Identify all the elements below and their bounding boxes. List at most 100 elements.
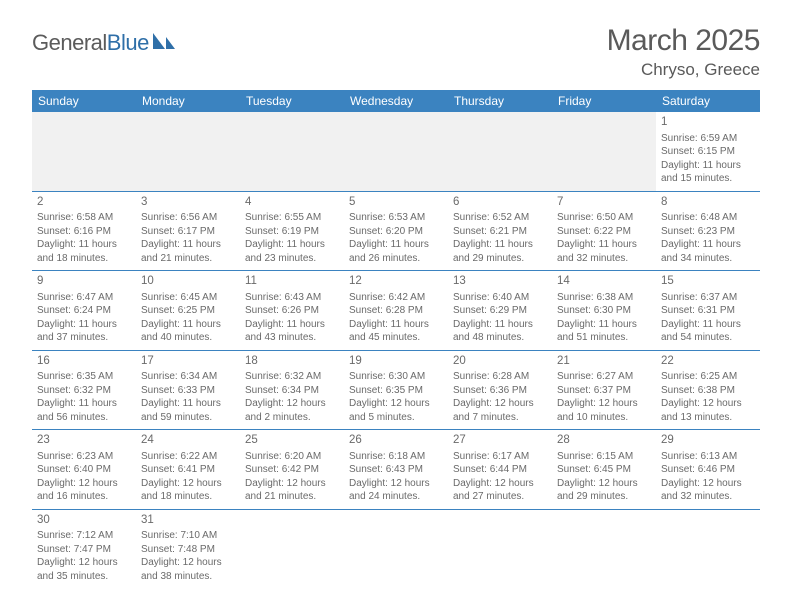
calendar-cell: 31Sunrise: 7:10 AMSunset: 7:48 PMDayligh…	[136, 509, 240, 588]
day-number: 11	[245, 274, 339, 290]
sunset-line: Sunset: 6:32 PM	[37, 384, 131, 398]
sunset-line: Sunset: 6:34 PM	[245, 384, 339, 398]
sunset-line: Sunset: 6:30 PM	[557, 304, 651, 318]
calendar-cell: 21Sunrise: 6:27 AMSunset: 6:37 PMDayligh…	[552, 350, 656, 430]
day-header: Monday	[136, 90, 240, 112]
calendar-cell	[448, 112, 552, 191]
calendar-cell: 18Sunrise: 6:32 AMSunset: 6:34 PMDayligh…	[240, 350, 344, 430]
calendar-cell: 2Sunrise: 6:58 AMSunset: 6:16 PMDaylight…	[32, 191, 136, 271]
sunrise-line: Sunrise: 6:30 AM	[349, 370, 443, 384]
day-header: Saturday	[656, 90, 760, 112]
daylight-line: Daylight: 12 hours and 29 minutes.	[557, 477, 651, 504]
calendar-row: 1Sunrise: 6:59 AMSunset: 6:15 PMDaylight…	[32, 112, 760, 191]
daylight-line: Daylight: 11 hours and 32 minutes.	[557, 238, 651, 265]
day-number: 20	[453, 354, 547, 370]
calendar-cell: 13Sunrise: 6:40 AMSunset: 6:29 PMDayligh…	[448, 271, 552, 351]
sunset-line: Sunset: 6:25 PM	[141, 304, 235, 318]
calendar-cell	[240, 509, 344, 588]
logo-text: GeneralBlue	[32, 30, 149, 56]
day-header: Thursday	[448, 90, 552, 112]
calendar-cell: 15Sunrise: 6:37 AMSunset: 6:31 PMDayligh…	[656, 271, 760, 351]
day-number: 27	[453, 433, 547, 449]
daylight-line: Daylight: 12 hours and 35 minutes.	[37, 556, 131, 583]
day-number: 29	[661, 433, 755, 449]
sunrise-line: Sunrise: 6:23 AM	[37, 450, 131, 464]
day-number: 16	[37, 354, 131, 370]
calendar-cell: 3Sunrise: 6:56 AMSunset: 6:17 PMDaylight…	[136, 191, 240, 271]
day-number: 25	[245, 433, 339, 449]
sunset-line: Sunset: 6:33 PM	[141, 384, 235, 398]
sunset-line: Sunset: 6:45 PM	[557, 463, 651, 477]
sunrise-line: Sunrise: 6:34 AM	[141, 370, 235, 384]
sunrise-line: Sunrise: 6:40 AM	[453, 291, 547, 305]
calendar-cell: 20Sunrise: 6:28 AMSunset: 6:36 PMDayligh…	[448, 350, 552, 430]
calendar-cell	[32, 112, 136, 191]
calendar-cell: 14Sunrise: 6:38 AMSunset: 6:30 PMDayligh…	[552, 271, 656, 351]
calendar-row: 2Sunrise: 6:58 AMSunset: 6:16 PMDaylight…	[32, 191, 760, 271]
day-number: 13	[453, 274, 547, 290]
sunset-line: Sunset: 6:24 PM	[37, 304, 131, 318]
sunset-line: Sunset: 6:17 PM	[141, 225, 235, 239]
calendar-row: 30Sunrise: 7:12 AMSunset: 7:47 PMDayligh…	[32, 509, 760, 588]
calendar-cell: 30Sunrise: 7:12 AMSunset: 7:47 PMDayligh…	[32, 509, 136, 588]
day-number: 19	[349, 354, 443, 370]
sunset-line: Sunset: 6:38 PM	[661, 384, 755, 398]
daylight-line: Daylight: 12 hours and 32 minutes.	[661, 477, 755, 504]
sunset-line: Sunset: 6:44 PM	[453, 463, 547, 477]
calendar-cell	[136, 112, 240, 191]
sunset-line: Sunset: 7:47 PM	[37, 543, 131, 557]
daylight-line: Daylight: 12 hours and 27 minutes.	[453, 477, 547, 504]
day-number: 7	[557, 195, 651, 211]
sunrise-line: Sunrise: 6:35 AM	[37, 370, 131, 384]
sunrise-line: Sunrise: 6:48 AM	[661, 211, 755, 225]
calendar-cell: 11Sunrise: 6:43 AMSunset: 6:26 PMDayligh…	[240, 271, 344, 351]
daylight-line: Daylight: 11 hours and 43 minutes.	[245, 318, 339, 345]
header: GeneralBlue March 2025 Chryso, Greece	[32, 24, 760, 80]
calendar-cell: 25Sunrise: 6:20 AMSunset: 6:42 PMDayligh…	[240, 430, 344, 510]
location: Chryso, Greece	[607, 60, 760, 80]
daylight-line: Daylight: 11 hours and 54 minutes.	[661, 318, 755, 345]
sunset-line: Sunset: 6:35 PM	[349, 384, 443, 398]
sunrise-line: Sunrise: 6:38 AM	[557, 291, 651, 305]
daylight-line: Daylight: 12 hours and 38 minutes.	[141, 556, 235, 583]
sunset-line: Sunset: 6:31 PM	[661, 304, 755, 318]
daylight-line: Daylight: 11 hours and 56 minutes.	[37, 397, 131, 424]
sunset-line: Sunset: 6:36 PM	[453, 384, 547, 398]
calendar-cell: 1Sunrise: 6:59 AMSunset: 6:15 PMDaylight…	[656, 112, 760, 191]
calendar-header: SundayMondayTuesdayWednesdayThursdayFrid…	[32, 90, 760, 112]
day-number: 30	[37, 513, 131, 529]
sunrise-line: Sunrise: 6:50 AM	[557, 211, 651, 225]
sunrise-line: Sunrise: 6:37 AM	[661, 291, 755, 305]
daylight-line: Daylight: 12 hours and 21 minutes.	[245, 477, 339, 504]
day-number: 21	[557, 354, 651, 370]
calendar-cell: 27Sunrise: 6:17 AMSunset: 6:44 PMDayligh…	[448, 430, 552, 510]
calendar-cell: 17Sunrise: 6:34 AMSunset: 6:33 PMDayligh…	[136, 350, 240, 430]
calendar-cell: 22Sunrise: 6:25 AMSunset: 6:38 PMDayligh…	[656, 350, 760, 430]
day-number: 15	[661, 274, 755, 290]
sunrise-line: Sunrise: 6:52 AM	[453, 211, 547, 225]
sunrise-line: Sunrise: 6:13 AM	[661, 450, 755, 464]
sunrise-line: Sunrise: 6:28 AM	[453, 370, 547, 384]
day-number: 8	[661, 195, 755, 211]
daylight-line: Daylight: 12 hours and 5 minutes.	[349, 397, 443, 424]
sunrise-line: Sunrise: 7:12 AM	[37, 529, 131, 543]
day-number: 14	[557, 274, 651, 290]
logo: GeneralBlue	[32, 30, 177, 56]
calendar-cell	[344, 509, 448, 588]
sunset-line: Sunset: 6:16 PM	[37, 225, 131, 239]
sunrise-line: Sunrise: 6:20 AM	[245, 450, 339, 464]
calendar-cell: 9Sunrise: 6:47 AMSunset: 6:24 PMDaylight…	[32, 271, 136, 351]
logo-text-blue: Blue	[107, 30, 149, 55]
sunset-line: Sunset: 6:43 PM	[349, 463, 443, 477]
calendar-body: 1Sunrise: 6:59 AMSunset: 6:15 PMDaylight…	[32, 112, 760, 588]
logo-text-gray: General	[32, 30, 107, 55]
sunset-line: Sunset: 6:46 PM	[661, 463, 755, 477]
day-number: 12	[349, 274, 443, 290]
calendar-cell: 24Sunrise: 6:22 AMSunset: 6:41 PMDayligh…	[136, 430, 240, 510]
month-title: March 2025	[607, 24, 760, 58]
calendar-cell: 19Sunrise: 6:30 AMSunset: 6:35 PMDayligh…	[344, 350, 448, 430]
calendar-cell: 10Sunrise: 6:45 AMSunset: 6:25 PMDayligh…	[136, 271, 240, 351]
sunrise-line: Sunrise: 6:45 AM	[141, 291, 235, 305]
daylight-line: Daylight: 11 hours and 15 minutes.	[661, 159, 755, 186]
daylight-line: Daylight: 11 hours and 45 minutes.	[349, 318, 443, 345]
